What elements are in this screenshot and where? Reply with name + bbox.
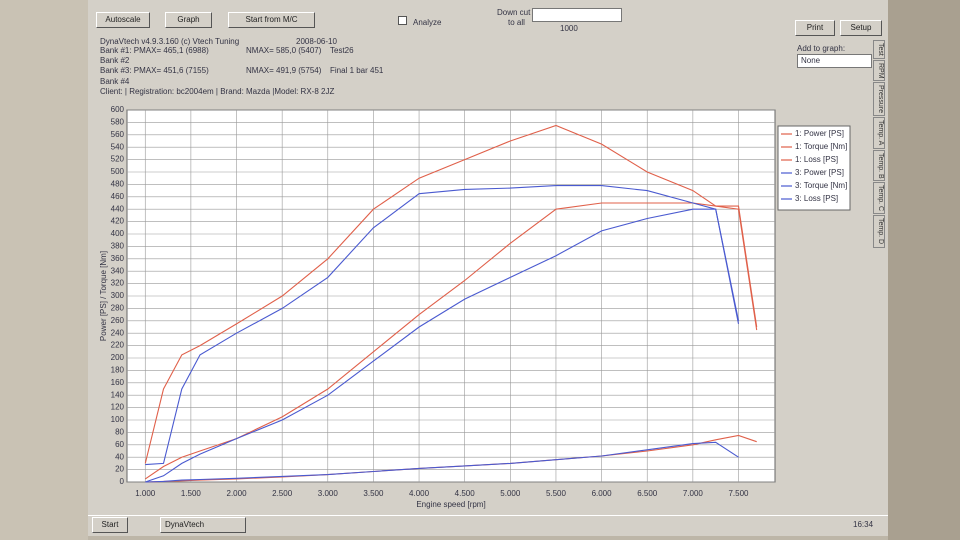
series-line xyxy=(145,441,739,483)
x-tick-label: 1.500 xyxy=(181,489,202,498)
series-line xyxy=(144,124,758,464)
bank1: Bank #1: PMAX= 465,1 (6988) xyxy=(100,46,209,55)
clock: 16:34 xyxy=(853,520,874,529)
add-to-graph-label: Add to graph: xyxy=(797,44,846,53)
x-tick-label: 7.000 xyxy=(683,489,704,498)
x-tick-label: 5.000 xyxy=(500,489,521,498)
client-info: Client: | Registration: bc2004em | Brand… xyxy=(100,87,335,96)
y-tick-label: 380 xyxy=(111,242,125,251)
bank2: Bank #2 xyxy=(100,56,130,65)
to-all-label: to all xyxy=(508,18,525,27)
bank4: Bank #4 xyxy=(100,77,130,86)
y-tick-label: 40 xyxy=(115,452,124,461)
print-button[interactable]: Print xyxy=(795,20,835,36)
side-tabs: Test RPM Pressure Temp. A Temp. B Temp. C Temp… xyxy=(873,40,885,248)
legend-label: 1: Torque [Nm] xyxy=(795,142,847,151)
y-tick-label: 520 xyxy=(111,155,125,164)
y-tick-label: 120 xyxy=(111,403,125,412)
slider[interactable] xyxy=(532,8,622,22)
bank3: Bank #3: PMAX= 451,6 (7155) xyxy=(100,66,209,75)
y-tick-label: 0 xyxy=(120,477,125,486)
legend-label: 3: Power [PS] xyxy=(795,168,844,177)
legend-box xyxy=(777,125,851,211)
autoscale-button[interactable]: Autoscale xyxy=(96,12,150,28)
side-tab[interactable]: Temp. A xyxy=(873,117,885,149)
y-tick-label: 220 xyxy=(111,341,125,350)
y-tick-label: 80 xyxy=(115,428,124,437)
y-tick-label: 240 xyxy=(111,328,125,337)
y-tick-label: 480 xyxy=(111,180,125,189)
bank1-nmax: NMAX= 585,0 (5407) xyxy=(246,46,322,55)
header-date: 2008-06-10 xyxy=(296,37,337,46)
y-tick-label: 160 xyxy=(111,378,125,387)
graph-button[interactable]: Graph xyxy=(165,12,212,28)
bezel xyxy=(888,0,960,540)
down-cut-label: Down cut xyxy=(497,8,531,17)
y-tick-label: 180 xyxy=(111,366,125,375)
y-tick-label: 200 xyxy=(111,353,125,362)
x-tick-label: 6.000 xyxy=(592,489,613,498)
y-tick-label: 580 xyxy=(111,118,125,127)
x-tick-label: 1.000 xyxy=(135,489,156,498)
taskbar-app[interactable]: DynaVtech xyxy=(160,517,246,533)
x-tick-label: 2.500 xyxy=(272,489,293,498)
x-tick-label: 2.000 xyxy=(227,489,248,498)
x-tick-label: 4.000 xyxy=(409,489,430,498)
taskbar xyxy=(88,515,888,536)
side-tab[interactable]: Temp. C xyxy=(873,182,885,215)
y-tick-label: 20 xyxy=(115,465,124,474)
y-tick-label: 540 xyxy=(111,142,125,151)
y-tick-label: 140 xyxy=(111,390,125,399)
side-tab[interactable]: RPM xyxy=(873,59,885,82)
bank3-test: Final 1 bar 451 xyxy=(330,66,384,75)
x-tick-label: 3.500 xyxy=(363,489,384,498)
start-button[interactable]: Start from M/C xyxy=(228,12,315,28)
side-tab[interactable]: Temp. D xyxy=(873,215,885,248)
y-tick-label: 100 xyxy=(111,415,125,424)
x-tick-label: 5.500 xyxy=(546,489,567,498)
x-tick-label: 4.500 xyxy=(455,489,476,498)
bank3-nmax: NMAX= 491,9 (5754) xyxy=(246,66,322,75)
legend-label: 1: Power [PS] xyxy=(795,129,844,138)
y-tick-label: 500 xyxy=(111,167,125,176)
add-to-graph-select[interactable]: None xyxy=(797,54,872,68)
x-tick-label: 3.000 xyxy=(318,489,339,498)
analyze-label: Analyze xyxy=(413,18,442,27)
start-menu-button[interactable]: Start xyxy=(92,517,128,533)
bank1-test: Test26 xyxy=(330,46,354,55)
bezel xyxy=(0,0,88,540)
slider-value: 1000 xyxy=(560,24,578,33)
y-tick-label: 420 xyxy=(111,217,125,226)
y-tick-label: 400 xyxy=(111,229,125,238)
series-line xyxy=(145,208,740,483)
y-tick-label: 60 xyxy=(115,440,124,449)
y-tick-label: 600 xyxy=(111,105,125,114)
side-tab[interactable]: Temp. B xyxy=(873,149,885,182)
y-axis-label: Power [PS] / Torque [Nm] xyxy=(99,251,108,341)
y-tick-label: 260 xyxy=(111,316,125,325)
y-tick-label: 440 xyxy=(111,204,125,213)
x-tick-label: 7.500 xyxy=(728,489,749,498)
y-tick-label: 340 xyxy=(111,266,125,275)
legend-label: 1: Loss [PS] xyxy=(795,155,838,164)
x-tick-label: 6.500 xyxy=(637,489,658,498)
analyze-checkbox[interactable]: Analyze xyxy=(398,16,441,27)
y-tick-label: 320 xyxy=(111,279,125,288)
y-tick-label: 560 xyxy=(111,130,125,139)
legend-label: 3: Loss [PS] xyxy=(795,194,838,203)
x-axis-label: Engine speed [rpm] xyxy=(416,500,485,509)
y-tick-label: 360 xyxy=(111,254,125,263)
y-tick-label: 280 xyxy=(111,304,125,313)
header-title: DynaVtech v4.9.3.160 (c) Vtech Tuning xyxy=(100,37,240,46)
legend-label: 3: Torque [Nm] xyxy=(795,181,847,190)
series-line xyxy=(145,185,740,466)
y-tick-label: 460 xyxy=(111,192,125,201)
side-tab[interactable]: Pressure xyxy=(873,82,885,117)
y-tick-label: 300 xyxy=(111,291,125,300)
side-tab[interactable]: Test xyxy=(873,40,885,59)
setup-button[interactable]: Setup xyxy=(840,20,882,36)
